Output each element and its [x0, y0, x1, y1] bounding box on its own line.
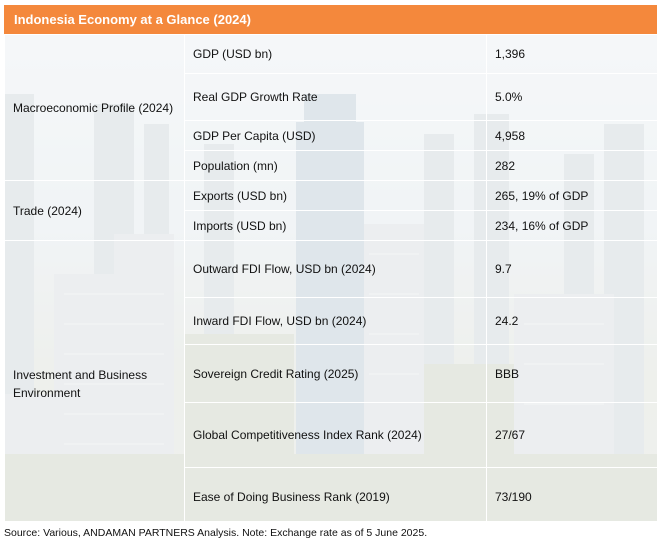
table-row: Imports (USD bn) 234, 16% of GDP [5, 210, 657, 241]
metric-label: Imports (USD bn) [184, 210, 487, 241]
metric-value: 1,396 [486, 34, 657, 74]
economy-table: Macroeconomic Profile (2024) GDP (USD bn… [4, 34, 657, 521]
metric-label: Global Competitiveness Index Rank (2024) [184, 402, 487, 468]
metric-label: Outward FDI Flow, USD bn (2024) [184, 240, 487, 298]
table-row: Macroeconomic Profile (2024) GDP (USD bn… [4, 34, 657, 181]
metric-label: Sovereign Credit Rating (2025) [184, 344, 487, 403]
table-title: Indonesia Economy at a Glance (2024) [4, 5, 657, 34]
table-row: Population (mn) 282 [5, 150, 657, 181]
table-row: Trade (2024) Exports (USD bn) 265, 19% o… [4, 180, 657, 241]
metric-value: 234, 16% of GDP [486, 210, 657, 241]
table-row: Real GDP Growth Rate 5.0% [5, 73, 657, 121]
category-macro: Macroeconomic Profile (2024) [4, 34, 185, 181]
table-row: Sovereign Credit Rating (2025) BBB [5, 344, 657, 403]
table-row: Inward FDI Flow, USD bn (2024) 24.2 [5, 297, 657, 345]
economy-table-panel: Indonesia Economy at a Glance (2024) [4, 5, 657, 521]
metric-label: Population (mn) [184, 150, 487, 181]
metric-value: BBB [486, 344, 657, 403]
category-trade: Trade (2024) [4, 180, 185, 241]
metric-value: 282 [486, 150, 657, 181]
table-row: Ease of Doing Business Rank (2019) 73/19… [5, 467, 657, 521]
table-row: Investment and Business Environment Outw… [4, 240, 657, 521]
metric-value: 24.2 [486, 297, 657, 345]
category-investment: Investment and Business Environment [4, 240, 185, 521]
table-row: Global Competitiveness Index Rank (2024)… [5, 402, 657, 468]
source-note: Source: Various, ANDAMAN PARTNERS Analys… [4, 527, 428, 539]
metric-label: Inward FDI Flow, USD bn (2024) [184, 297, 487, 345]
metric-value: 265, 19% of GDP [486, 180, 657, 211]
metric-label: Real GDP Growth Rate [184, 73, 487, 121]
metric-value: 9.7 [486, 240, 657, 298]
metric-value: 5.0% [486, 73, 657, 121]
metric-value: 27/67 [486, 402, 657, 468]
metric-value: 4,958 [486, 120, 657, 151]
metric-value: 73/190 [486, 467, 657, 521]
metric-label: GDP (USD bn) [184, 34, 487, 74]
metric-label: Ease of Doing Business Rank (2019) [184, 467, 487, 521]
metric-label: GDP Per Capita (USD) [184, 120, 487, 151]
metric-label: Exports (USD bn) [184, 180, 487, 211]
